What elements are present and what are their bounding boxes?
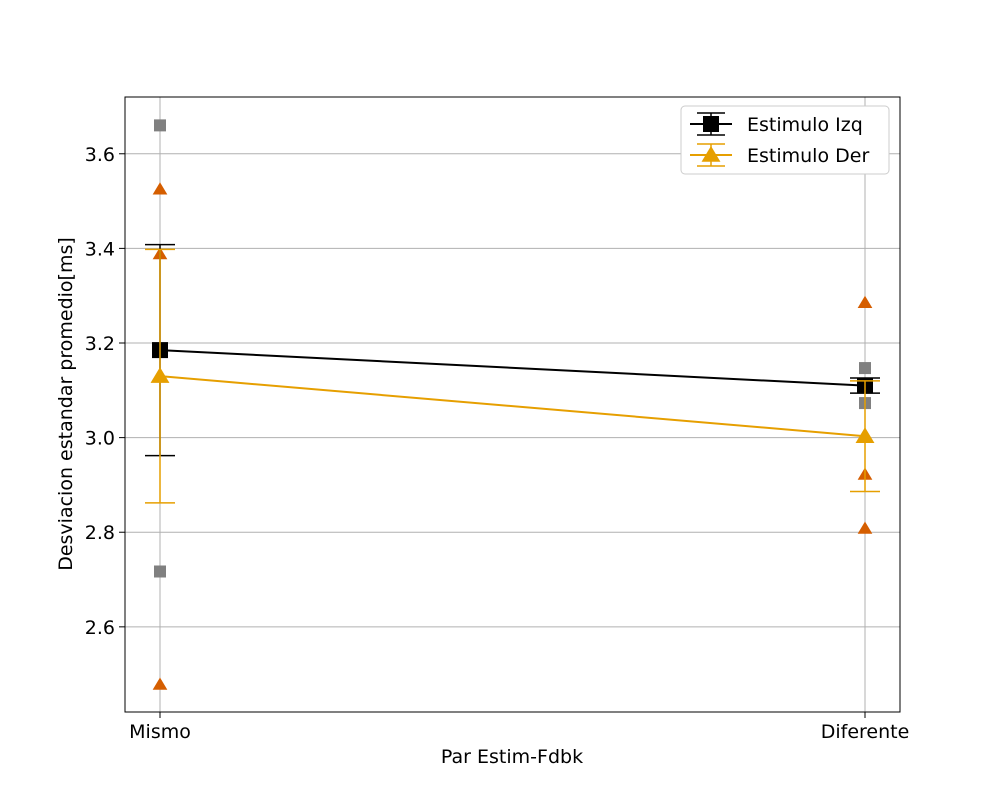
individual-point-square — [154, 119, 166, 132]
y-tick-label: 3.4 — [85, 238, 115, 260]
y-axis-label: Desviacion estandar promedio[ms] — [55, 237, 77, 571]
y-tick-label: 3.0 — [85, 428, 115, 450]
x-tick-label: Diferente — [821, 721, 910, 743]
individual-point-triangle — [152, 677, 168, 690]
mean-marker-triangle — [150, 367, 170, 383]
individual-point-triangle — [152, 182, 168, 195]
series-line — [159, 349, 866, 387]
legend-label: Estimulo Der — [747, 145, 869, 167]
axes: 2.6 2.8 3.0 3.2 3.4 3.6 Mismo Diferente — [85, 144, 910, 743]
mean-marker-triangle — [855, 427, 875, 443]
y-tick-label: 2.8 — [85, 522, 115, 544]
plot-background — [125, 97, 900, 712]
y-tick-label: 3.6 — [85, 144, 115, 166]
y-tick-label: 3.2 — [85, 333, 115, 355]
data-layer — [145, 119, 880, 690]
legend-marker-square — [703, 116, 719, 132]
series-line — [159, 375, 866, 438]
grid — [125, 97, 900, 712]
x-axis-label: Par Estim-Fdbk — [441, 746, 583, 768]
individual-point-triangle — [857, 521, 873, 534]
individual-point-square — [154, 565, 166, 578]
y-tick-label: 2.6 — [85, 617, 115, 639]
legend: Estimulo Izq Estimulo Der — [680, 105, 890, 175]
plot-frame — [124, 96, 901, 713]
legend-box — [680, 105, 890, 175]
legend-label: Estimulo Izq — [747, 114, 863, 136]
individual-point-triangle — [857, 295, 873, 309]
x-tick-label: Mismo — [129, 721, 191, 743]
individual-point-square — [859, 362, 871, 375]
legend-marker-triangle — [701, 146, 721, 162]
